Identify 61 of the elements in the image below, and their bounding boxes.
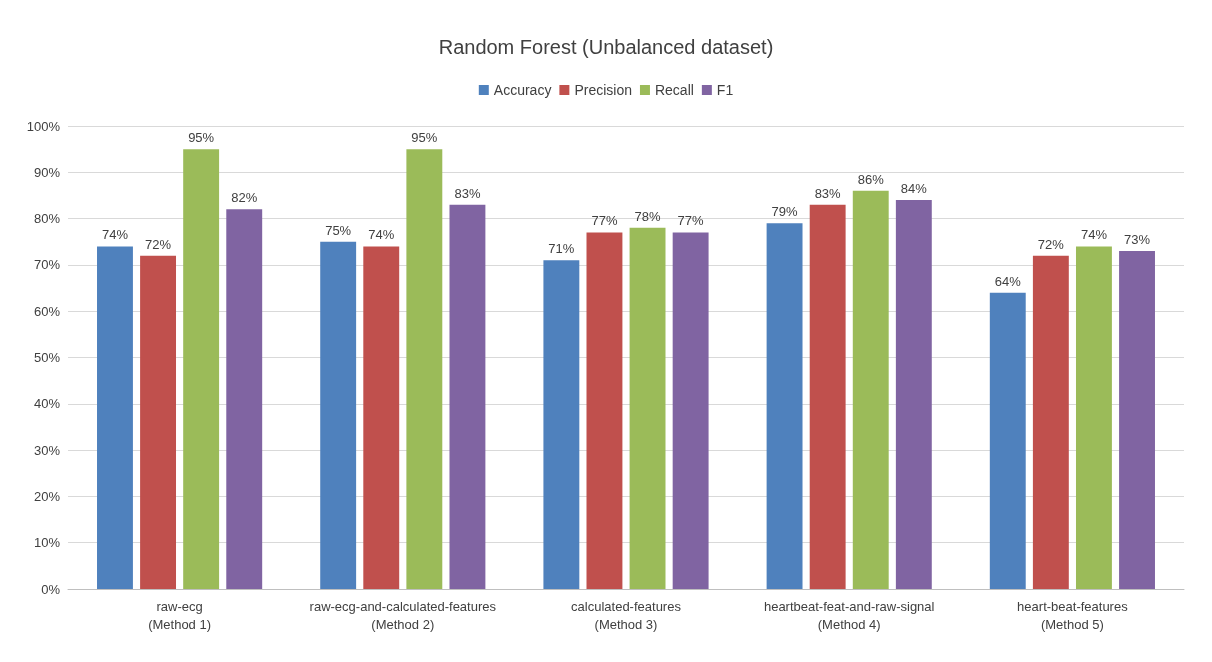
bar	[629, 227, 666, 589]
data-label: 83%	[454, 185, 481, 201]
data-label: 71%	[548, 241, 575, 257]
x-tick-label: raw-ecg (Method 1)	[148, 598, 212, 632]
bar	[363, 246, 400, 589]
bar	[140, 255, 177, 589]
x-tick-label: calculated-features (Method 3)	[571, 598, 682, 632]
data-label: 74%	[368, 227, 395, 243]
x-tick-label: heart-beat-features (Method 5)	[1017, 598, 1129, 632]
legend-label: Recall	[654, 82, 694, 98]
bar	[320, 241, 357, 589]
x-tick-label: raw-ecg-and-calculated-features (Method 2)	[309, 598, 497, 632]
data-label: 74%	[1080, 227, 1108, 243]
bar	[852, 190, 889, 589]
data-label: 83%	[814, 185, 842, 201]
bar	[672, 232, 709, 589]
y-tick-label: 90%	[33, 164, 61, 180]
data-label: 77%	[591, 213, 618, 229]
bar	[766, 223, 803, 589]
y-tick-label: 20%	[33, 488, 61, 504]
legend-label: F1	[716, 82, 734, 98]
y-tick-label: 100%	[26, 118, 61, 134]
bar	[406, 149, 443, 589]
data-label: 79%	[771, 204, 799, 220]
data-label: 77%	[677, 213, 705, 229]
chart-title: Random Forest (Unbalanced dataset)	[438, 36, 774, 58]
legend-label: Precision	[574, 82, 632, 98]
data-label: 84%	[900, 181, 928, 197]
bar	[97, 246, 133, 589]
bar	[183, 149, 220, 589]
y-tick-label: 10%	[33, 535, 61, 551]
data-label: 78%	[634, 208, 661, 224]
bar	[1075, 246, 1112, 589]
y-tick-label: 70%	[33, 257, 61, 273]
y-tick-label: 60%	[33, 303, 61, 319]
bar	[226, 209, 263, 589]
bar	[989, 292, 1026, 589]
legend-label: Accuracy	[493, 82, 552, 98]
data-label: 75%	[325, 222, 352, 238]
bar	[1119, 251, 1155, 589]
data-label: 72%	[1037, 236, 1065, 252]
y-tick-label: 30%	[33, 442, 61, 458]
data-label: 86%	[857, 171, 885, 187]
data-label: 82%	[231, 190, 258, 206]
y-tick-label: 80%	[33, 211, 61, 227]
y-tick-label: 40%	[33, 396, 61, 412]
y-tick-label: 0%	[41, 581, 61, 597]
data-label: 74%	[101, 227, 129, 243]
bar	[586, 232, 623, 589]
y-tick-label: 50%	[33, 350, 61, 365]
x-tick-label: heartbeat-feat-and-raw-signal (Method 4)	[763, 598, 935, 632]
bar	[1032, 255, 1069, 589]
data-label: 95%	[188, 130, 215, 146]
data-label: 73%	[1124, 232, 1151, 248]
bar	[809, 204, 846, 589]
data-label: 95%	[411, 130, 438, 146]
data-label: 64%	[994, 273, 1022, 289]
data-label: 72%	[145, 236, 172, 252]
bar	[895, 200, 932, 589]
bar	[449, 204, 486, 589]
bar	[543, 260, 580, 589]
